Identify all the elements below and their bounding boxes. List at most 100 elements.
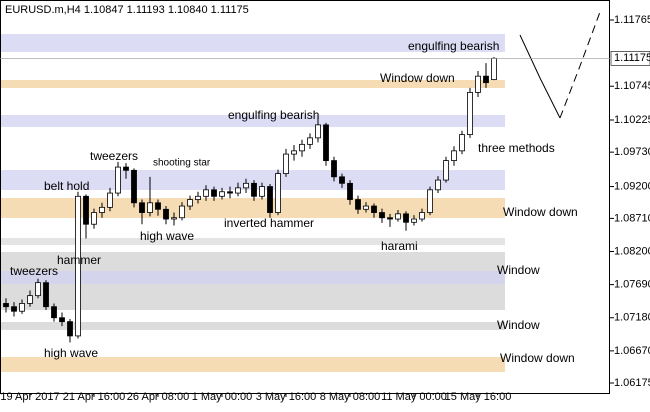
y-tick-label: 1.08710: [614, 212, 650, 224]
candle-body: [299, 143, 305, 152]
candle-body: [267, 186, 273, 213]
annotation: high wave: [44, 346, 98, 360]
plot-frame: [0, 0, 610, 394]
annotation: hammer: [57, 253, 101, 267]
candle-body: [195, 195, 201, 200]
annotation: Window down: [380, 71, 455, 85]
candle-body: [395, 213, 401, 220]
candle-body: [147, 202, 153, 213]
marks: [3, 57, 497, 343]
candle-body: [27, 295, 33, 304]
annotation: engulfing bearish: [408, 39, 499, 53]
candle-body: [491, 57, 497, 81]
annotation: Window: [497, 318, 540, 332]
annotation: three methods: [478, 141, 555, 155]
candle-body: [235, 187, 241, 194]
y-tick-label: 1.11765: [614, 14, 650, 26]
candle-body: [243, 182, 249, 189]
annotation: high wave: [140, 229, 194, 243]
y-tick-label: 1.07180: [614, 312, 650, 324]
y-tick-label: 1.09730: [614, 146, 650, 158]
candle-body: [123, 166, 129, 171]
candle-body: [483, 75, 489, 84]
candle-body: [211, 189, 217, 197]
candle-body: [219, 191, 225, 197]
candle-body: [347, 182, 353, 200]
candle-body: [419, 212, 425, 220]
x-tick-label: 1 May 00:00: [192, 391, 253, 403]
price-label-box: [610, 51, 650, 66]
candle-body: [251, 182, 257, 197]
candle-body: [171, 217, 177, 220]
candle-body: [91, 212, 97, 225]
candle-body: [187, 199, 193, 207]
x-tick-label: 19 Apr 2017: [0, 391, 59, 403]
y-tick-label: 1.09200: [614, 180, 650, 192]
candle-body: [59, 317, 65, 323]
y-tick-label: 1.06670: [614, 345, 650, 357]
chart-title: EURUSD.m,H4 1.10847 1.11193 1.10840 1.11…: [5, 4, 249, 16]
x-tick-label: 8 May 08:00: [320, 391, 381, 403]
zone: [0, 197, 505, 218]
annotation: Window: [497, 263, 540, 277]
candle-body: [67, 321, 73, 337]
zone: [0, 80, 505, 88]
x-tick-label: 11 May 00:00: [381, 391, 447, 403]
candle-body: [275, 173, 281, 213]
candle-body: [19, 303, 25, 312]
annotation: tweezers: [90, 149, 138, 163]
y-tick-label: 1.08200: [614, 245, 650, 257]
candle-body: [83, 195, 89, 225]
candle-body: [259, 186, 265, 197]
candle-body: [51, 306, 57, 319]
candle-body: [283, 153, 289, 174]
candle-body: [451, 150, 457, 161]
candle-body: [43, 282, 49, 308]
x-tick-label: 15 May 16:00: [445, 391, 512, 403]
zones: [0, 33, 505, 372]
candle-body: [307, 137, 313, 145]
zone: [0, 270, 505, 284]
annotation: engulfing bearish: [228, 108, 319, 122]
annotation: Window down: [500, 351, 575, 365]
candle-body: [11, 306, 17, 312]
candle-body: [3, 303, 9, 308]
candle-body: [331, 160, 337, 178]
candle-body: [99, 206, 105, 213]
zone: [0, 237, 505, 246]
forecast-line: [519, 34, 561, 119]
candle-body: [227, 191, 233, 194]
annotation: belt hold: [44, 179, 89, 193]
zone: [0, 321, 505, 330]
candle-body: [75, 195, 81, 337]
candle-body: [403, 213, 409, 223]
x-tick-label: 26 Apr 08:00: [127, 391, 189, 403]
zone: [0, 356, 505, 372]
annotation: shooting star: [153, 158, 211, 169]
candle-body: [427, 189, 433, 213]
candle-body: [459, 134, 465, 152]
y-tick-label: 1.10745: [614, 80, 650, 92]
candle-body: [443, 160, 449, 181]
candle-body: [363, 205, 369, 210]
candle-body: [291, 150, 297, 155]
annotation: inverted hammer: [224, 216, 314, 230]
candle-body: [139, 202, 145, 213]
candle-body: [115, 166, 121, 194]
annotation: tweezers: [10, 264, 58, 278]
candle-body: [379, 212, 385, 219]
x-tick-label: 21 Apr 16:00: [63, 391, 125, 403]
candle-body: [107, 192, 113, 208]
candle-body: [411, 218, 417, 223]
candle-body: [339, 176, 345, 184]
candle-body: [203, 189, 209, 197]
y-tick-label: 1.10225: [614, 114, 650, 126]
candle-body: [355, 199, 361, 210]
candle-body: [323, 124, 329, 161]
candle-body: [179, 205, 185, 219]
candle-body: [467, 92, 473, 136]
y-tick-label: 1.07690: [614, 279, 650, 291]
annotation: Window down: [503, 205, 578, 219]
